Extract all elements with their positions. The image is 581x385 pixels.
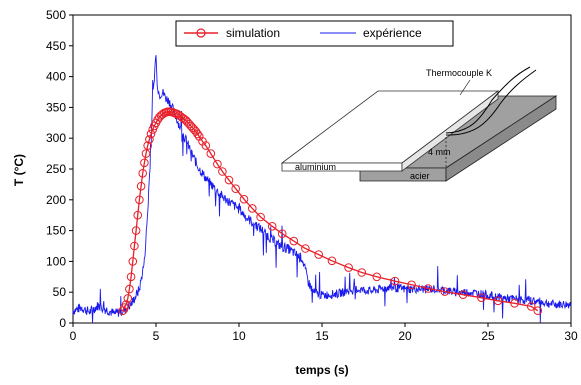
series-simulation-point	[121, 300, 131, 309]
acier-plate-side	[445, 95, 557, 182]
x-axis-title: temps (s)	[295, 363, 348, 377]
y-tick-label: 200	[46, 193, 66, 207]
y-tick-label: 100	[46, 254, 66, 268]
series-simulation-point	[131, 226, 141, 235]
series-simulation-point	[344, 263, 353, 272]
y-axis-title: T (°C)	[12, 154, 26, 186]
series-simulation-point	[256, 212, 265, 222]
y-axis-ticks: 0 50 100 150 200 250 300 350 400 450 500	[46, 8, 73, 330]
series-simulation-point	[224, 175, 234, 185]
inset-dimension-label: 4 mm	[428, 147, 451, 157]
series-simulation-point	[201, 141, 211, 150]
series-simulation-point	[248, 204, 257, 213]
series-simulation-point	[440, 287, 450, 296]
x-tick-label: 10	[232, 329, 246, 343]
series-simulation-point	[407, 280, 416, 290]
x-axis-ticks: 0 5 10 15 20 25 30	[70, 323, 578, 343]
series-simulation-point	[140, 158, 149, 168]
series-simulation-point	[146, 129, 156, 139]
legend-simulation-marker	[196, 28, 206, 38]
y-tick-label: 300	[46, 131, 66, 145]
series-simulation-point	[423, 284, 433, 293]
x-tick-label: 30	[564, 329, 578, 343]
series-simulation-point	[239, 194, 249, 204]
thermocouple-wire-2	[445, 69, 537, 136]
series-simulation-point	[277, 229, 287, 238]
inset-diagram: Thermocouple K aluminium acier 4 mm	[280, 66, 558, 182]
series-simulation-point	[493, 296, 503, 306]
series-simulation-point	[138, 169, 147, 178]
y-tick-label: 250	[46, 162, 66, 176]
inset-thermocouple-label: Thermocouple K	[426, 68, 492, 78]
series-simulation-point	[327, 256, 337, 266]
series-simulation-point	[372, 272, 382, 282]
y-tick-label: 450	[46, 39, 66, 53]
series-simulation-point	[458, 290, 468, 300]
legend-simulation-label: simulation	[226, 26, 280, 40]
inset-aluminium-label: aluminium	[295, 162, 336, 172]
legend-experience-label: expérience	[363, 26, 422, 40]
series-simulation-point	[477, 293, 486, 303]
x-tick-label: 15	[315, 329, 329, 343]
series-simulation-point	[143, 141, 152, 150]
series-simulation-point	[301, 244, 310, 253]
series-simulation-point	[218, 167, 227, 176]
series-simulation-point	[267, 222, 277, 231]
series-simulation-point	[510, 299, 519, 308]
series-simulation-point	[526, 302, 536, 311]
series-simulation-point	[145, 135, 154, 144]
legend: simulation expérience	[175, 20, 454, 47]
x-tick-label: 20	[398, 329, 412, 343]
series-simulation-point	[126, 272, 136, 282]
series-simulation-point	[125, 284, 134, 294]
series-simulation-point	[289, 236, 299, 246]
y-tick-label: 350	[46, 100, 66, 114]
x-tick-label: 25	[481, 329, 495, 343]
series-simulation-point	[135, 195, 144, 205]
x-tick-label: 5	[153, 329, 160, 343]
series-simulation-point	[314, 250, 324, 259]
series-simulation-point	[206, 149, 216, 158]
series-simulation	[118, 107, 543, 316]
series-simulation-point	[148, 125, 157, 134]
thermocouple-wire-1	[445, 66, 531, 134]
thermocouple-arrow	[459, 79, 471, 96]
series-simulation-point	[130, 241, 139, 251]
series-simulation-point	[193, 129, 202, 139]
y-tick-label: 500	[46, 8, 66, 22]
legend-box	[175, 20, 454, 47]
series-simulation-point	[231, 184, 240, 193]
y-tick-label: 0	[59, 316, 66, 330]
aluminium-plate-side	[401, 90, 499, 172]
series-simulation-point	[123, 294, 133, 303]
y-tick-label: 50	[53, 285, 67, 299]
series-simulation-point	[390, 276, 400, 286]
series-simulation-point	[213, 159, 222, 169]
y-tick-label: 150	[46, 224, 66, 238]
series-simulation-point	[133, 210, 142, 220]
x-tick-label: 0	[70, 329, 77, 343]
series-simulation-point	[128, 257, 138, 266]
series-simulation-point	[141, 149, 151, 158]
series-simulation-point	[136, 181, 146, 191]
inset-acier-label: acier	[410, 171, 430, 181]
series-simulation-point	[357, 268, 367, 277]
series-simulation-point	[533, 306, 543, 316]
y-tick-label: 400	[46, 70, 66, 84]
